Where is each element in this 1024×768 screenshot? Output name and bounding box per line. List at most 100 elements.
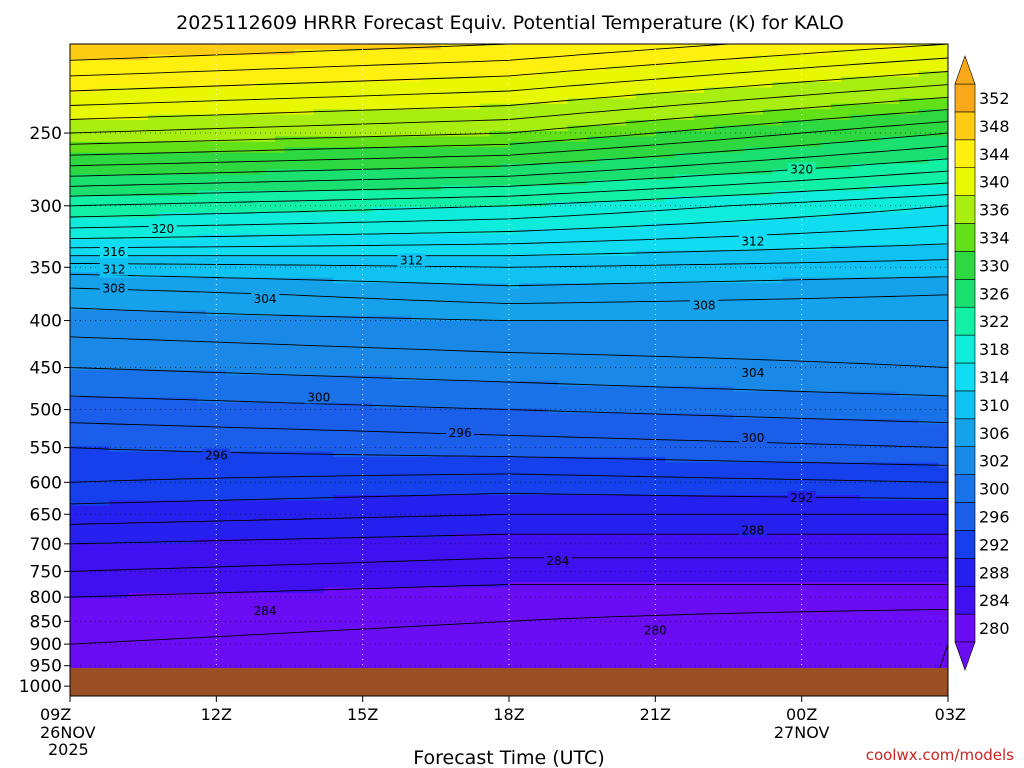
contour-bands [70,44,948,696]
contour-band-cell [196,538,948,545]
colorbar-label: 352 [979,89,1010,108]
contour-band-cell [265,169,773,175]
colorbar-swatch [954,613,976,643]
contour-line [70,132,948,177]
contour-band-cell [70,207,373,213]
contour-band-cell [70,456,666,463]
contour-line [70,557,948,572]
contour-label: 284 [254,604,277,618]
contour-band-cell [70,71,539,78]
contour-line [70,170,948,207]
colorbar-top-arrow [954,55,976,85]
contour-label: 312 [102,263,125,277]
contour-band-cell [548,408,948,414]
contour-label-bg [641,623,670,637]
contour-label-bg [738,523,767,537]
contour-band-cell [70,587,325,594]
colorbar-swatch [954,362,976,392]
contour-band-cell [606,65,948,72]
contour-band-cell [70,234,198,241]
colorbar-label: 314 [979,368,1010,387]
contour-band-cell [782,120,948,127]
contour-band-cell [226,370,948,376]
colorbar-label: 340 [979,173,1010,192]
colorbar-label: 322 [979,312,1010,331]
contour-band-cell [70,250,637,257]
contour-band-cell [70,370,227,376]
contour-band-cell [70,76,422,83]
contour-band-cell [70,141,510,148]
contour-label: 312 [400,253,423,267]
contour-band-cell [70,462,939,469]
colorbar-swatch [954,195,976,224]
contour-band-cell [918,71,948,78]
contour-band-cell [850,163,948,170]
contour-label: 304 [254,292,277,306]
contour-band-cell [70,190,198,197]
contour-band-cell [899,391,948,398]
contour-band-cell [70,228,520,235]
contour-band-cell [665,456,948,463]
contour-band-cell [918,109,948,116]
contour-band-cell [70,391,900,398]
contour-band-cell [830,212,948,219]
contour-band-cell [70,440,948,447]
y-tick-label: 850 [30,612,62,632]
y-tick-label: 350 [30,258,62,278]
contour-line [70,44,948,92]
contour-band-cell [674,60,948,67]
contour-line [70,422,948,449]
colorbar-label: 326 [979,284,1010,303]
contour-band-cell [830,245,948,251]
colorbar-bottom-arrow [954,641,976,671]
contour-band-cell [70,435,948,442]
contour-band-cell [70,310,208,317]
y-tick-label: 950 [30,657,62,677]
x-tick-label: 09Z [40,705,71,724]
colorbar-label: 318 [979,340,1010,359]
contour-band-cell [70,418,920,425]
contour-band-cell [70,658,948,664]
contour-band-cell [674,174,948,181]
contour-band-cell [128,592,948,599]
contour-band-cell [518,283,948,290]
contour-band-cell [157,212,832,219]
contour-band-cell [665,196,948,203]
contour-band-cell [255,82,773,88]
contour-band-cell [879,136,948,143]
contour-band-cell [713,125,948,132]
colorbar-swatch [954,306,976,336]
contour-band-cell [284,147,744,154]
contour-band-cell [743,147,948,154]
x-tick-date: 26NOV [40,723,96,742]
contour-band-cell [148,114,695,121]
x-tick-date: 27NOV [774,723,830,742]
contour-band-cell [109,500,948,507]
contour-band-cell [567,125,715,132]
contour-band-cell [450,533,948,539]
contour-band-cell [70,342,948,349]
contour-band-cell [70,581,510,588]
contour-band-cell [830,49,948,56]
contour-label-bg [738,234,767,248]
contour-band-cell [70,114,149,121]
contour-band-cell [70,120,627,127]
contour-line [70,44,729,77]
contour-band-cell [274,136,588,143]
contour-band-cell [70,54,149,61]
colorbar-label: 330 [979,256,1010,275]
contour-band-cell [70,174,676,181]
grid [70,44,948,696]
contour-label-bg [738,365,767,379]
x-tick-label: 18Z [493,705,524,724]
contour-band-cell [70,125,569,132]
contour-band-cell [440,185,871,192]
contour-band-cell [928,158,948,165]
contour-band-cell [752,217,948,224]
contour-band-cell [70,380,559,387]
x-tick-label: 03Z [935,705,966,724]
contour-band-cell [70,533,452,539]
colorbar-swatch [954,502,976,531]
colorbar-swatch [954,251,976,280]
